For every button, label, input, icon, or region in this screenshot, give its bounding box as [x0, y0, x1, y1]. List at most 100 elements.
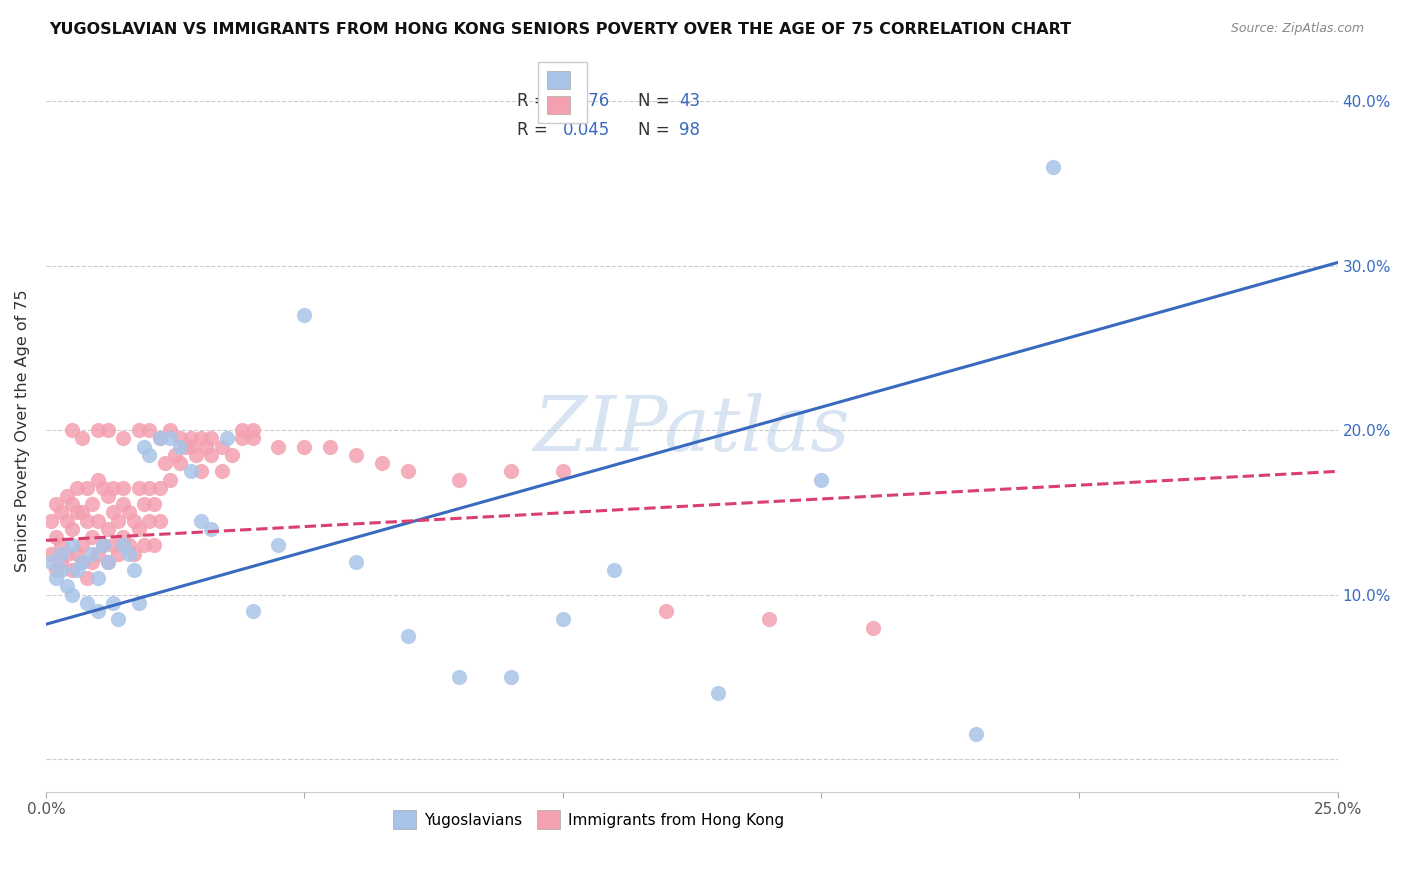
Point: [143, 497, 166, 511]
Point: [396, 629, 419, 643]
Point: [97, 522, 120, 536]
Point: [231, 432, 253, 446]
Point: [55, 514, 77, 528]
Point: [51, 547, 73, 561]
Text: YUGOSLAVIAN VS IMMIGRANTS FROM HONG KONG SENIORS POVERTY OVER THE AGE OF 75 CORR: YUGOSLAVIAN VS IMMIGRANTS FROM HONG KONG…: [49, 22, 1071, 37]
Point: [200, 522, 222, 536]
Point: [86, 514, 108, 528]
Point: [138, 481, 160, 495]
Point: [128, 423, 150, 437]
Point: [174, 440, 197, 454]
Point: [82, 547, 104, 561]
Point: [149, 432, 172, 446]
Point: [60, 588, 83, 602]
Point: [169, 432, 191, 446]
Text: 0.576: 0.576: [562, 92, 610, 110]
Point: [292, 308, 315, 322]
Point: [810, 473, 832, 487]
Point: [66, 481, 89, 495]
Point: [211, 464, 233, 478]
Point: [242, 423, 264, 437]
Point: [97, 555, 120, 569]
Point: [180, 440, 202, 454]
Point: [55, 489, 77, 503]
Point: [112, 538, 135, 552]
Point: [107, 612, 129, 626]
Text: Source: ZipAtlas.com: Source: ZipAtlas.com: [1230, 22, 1364, 36]
Point: [97, 489, 120, 503]
Point: [86, 571, 108, 585]
Point: [60, 522, 83, 536]
Point: [55, 547, 77, 561]
Y-axis label: Seniors Poverty Over the Age of 75: Seniors Poverty Over the Age of 75: [15, 289, 30, 572]
Point: [138, 514, 160, 528]
Point: [551, 464, 574, 478]
Text: N =: N =: [637, 92, 675, 110]
Point: [655, 604, 678, 618]
Point: [97, 555, 120, 569]
Point: [45, 530, 67, 544]
Point: [91, 538, 114, 552]
Point: [128, 481, 150, 495]
Point: [117, 505, 139, 519]
Point: [70, 555, 93, 569]
Point: [86, 423, 108, 437]
Point: [86, 604, 108, 618]
Point: [76, 481, 98, 495]
Point: [190, 514, 212, 528]
Point: [165, 448, 187, 462]
Point: [344, 448, 367, 462]
Legend: Yugoslavians, Immigrants from Hong Kong: Yugoslavians, Immigrants from Hong Kong: [387, 804, 790, 835]
Point: [86, 547, 108, 561]
Point: [159, 432, 181, 446]
Point: [242, 432, 264, 446]
Point: [211, 440, 233, 454]
Point: [267, 440, 290, 454]
Point: [153, 456, 176, 470]
Point: [97, 423, 120, 437]
Point: [149, 481, 172, 495]
Point: [122, 547, 145, 561]
Point: [242, 604, 264, 618]
Point: [180, 464, 202, 478]
Point: [70, 432, 93, 446]
Point: [499, 464, 522, 478]
Point: [138, 423, 160, 437]
Point: [60, 497, 83, 511]
Point: [292, 440, 315, 454]
Point: [190, 432, 212, 446]
Text: 43: 43: [679, 92, 700, 110]
Point: [70, 505, 93, 519]
Point: [66, 547, 89, 561]
Point: [169, 456, 191, 470]
Point: [45, 563, 67, 577]
Point: [82, 530, 104, 544]
Point: [112, 481, 135, 495]
Point: [169, 440, 191, 454]
Point: [101, 505, 124, 519]
Point: [76, 571, 98, 585]
Point: [91, 481, 114, 495]
Point: [706, 686, 728, 700]
Point: [70, 555, 93, 569]
Point: [138, 448, 160, 462]
Point: [51, 555, 73, 569]
Point: [449, 670, 471, 684]
Point: [128, 596, 150, 610]
Point: [86, 473, 108, 487]
Point: [117, 538, 139, 552]
Point: [200, 432, 222, 446]
Point: [965, 727, 987, 741]
Point: [60, 423, 83, 437]
Point: [45, 571, 67, 585]
Point: [91, 538, 114, 552]
Point: [200, 448, 222, 462]
Point: [603, 563, 626, 577]
Point: [134, 440, 156, 454]
Point: [55, 579, 77, 593]
Point: [39, 547, 62, 561]
Text: 98: 98: [679, 121, 700, 139]
Point: [267, 538, 290, 552]
Point: [70, 538, 93, 552]
Point: [107, 514, 129, 528]
